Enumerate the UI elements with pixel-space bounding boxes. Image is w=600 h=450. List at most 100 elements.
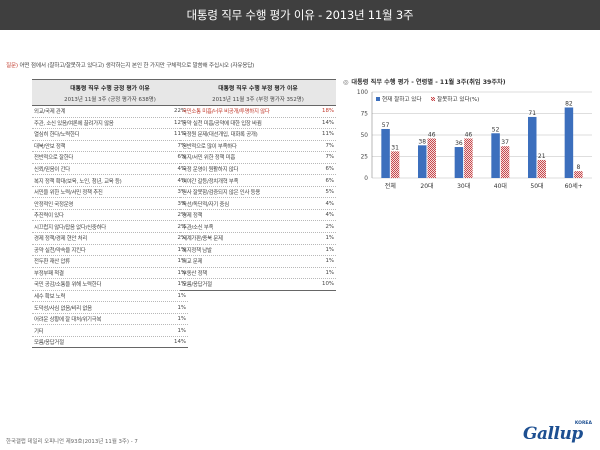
positive-reasons-table: 대통령 직무 수행 긍정 평가 이유 2013년 11월 3주 (긍정 평가자 … <box>32 79 188 349</box>
table-row: 주관, 소신 있음/여론에 끌려가지 않음 12% <box>32 118 188 130</box>
gallup-logo: KOREA Gallup <box>523 421 595 445</box>
page-title: 대통령 직무 수행 평가 이유 - 2013년 11월 3주 <box>0 0 600 30</box>
bar-approve <box>454 147 464 178</box>
row-value: 7% <box>177 142 186 149</box>
table-row: 주관/소신 부족 2% <box>180 221 336 234</box>
row-label: 열심히 한다/노력한다 <box>34 132 80 139</box>
row-value: 6% <box>325 166 334 172</box>
row-label: 경제 정책 <box>182 213 203 220</box>
data-label: 31 <box>391 144 399 151</box>
row-label: 주관, 소신 있음/여론에 끌려가지 않음 <box>34 120 114 127</box>
row-label: 모름/응답거절 <box>182 282 212 289</box>
row-label: 외교 문제 <box>182 259 203 266</box>
table-title: 대통령 직무 수행 부정 평가 이유 <box>218 85 298 92</box>
legend-swatch <box>431 97 435 101</box>
bar-approve <box>491 133 500 178</box>
row-label: 모름/응답거절 <box>34 340 64 347</box>
row-label: 여야간 갈등/정치개혁 부족 <box>182 178 239 185</box>
bar-approve <box>564 107 574 178</box>
row-value: 1% <box>177 293 186 300</box>
table-row: 공약 실천 미흡/공약에 대한 입장 바뀜 14% <box>180 118 336 130</box>
table-row: 인사 잘못함/검증되지 않은 인사 등용 5% <box>180 187 336 199</box>
row-value: 7% <box>325 154 334 161</box>
data-label: 57 <box>382 122 390 129</box>
row-label: 세수 확보 노력 <box>34 294 66 301</box>
row-value: 1% <box>177 327 186 334</box>
row-label: 대북/안보 정책 <box>34 143 66 150</box>
table-row: 대북/안보 정책 7% <box>32 141 188 153</box>
logo-main-text: Gallup <box>523 424 583 444</box>
legend-label: 잘못하고 있다(%) <box>437 95 479 103</box>
table-row: 추진력이 있다 2% <box>32 210 188 222</box>
logo-korea-text: KOREA <box>574 421 592 426</box>
row-value: 5% <box>325 189 334 196</box>
x-tick-label: 30대 <box>457 182 470 190</box>
row-label: 복지 정책 확대(보육, 노인, 청년, 교육 등) <box>34 178 122 185</box>
x-tick-label: 20대 <box>420 182 433 190</box>
row-label: 신뢰/믿음이 간다 <box>34 167 70 173</box>
row-label: 전두환 재산 압류 <box>34 259 70 266</box>
row-value: 12% <box>174 119 186 126</box>
row-label: 전반적으로 잘한다 <box>34 155 74 162</box>
circle-bullet-icon: ◎ <box>343 79 349 86</box>
table-row: 서민을 위한 노력/서민 정책 추진 3% <box>32 187 188 199</box>
row-label: 추진력이 있다 <box>34 213 64 220</box>
bar-approve <box>381 128 390 178</box>
row-label: 주관/소신 부족 <box>182 224 214 231</box>
negative-reasons-table: 대통령 직무 수행 부정 평가 이유 2013년 11월 3주 (부정 평가자 … <box>180 79 336 291</box>
row-value: 14% <box>174 339 186 346</box>
row-value: 6% <box>177 154 186 161</box>
row-label: 시끄럽지 않다/잡음 없다/신중하다 <box>34 224 106 231</box>
row-value: 4% <box>325 200 334 207</box>
table-row: 세계가판/종북 문제 1% <box>180 233 336 245</box>
table-row: 모름/응답거절 10% <box>180 279 336 291</box>
table-row: 여야간 갈등/정치개혁 부족 6% <box>180 175 336 187</box>
table-body: 외교/국제 관계 22% 주관, 소신 있음/여론에 끌려가지 않음 12% 열심히 한… <box>32 106 188 349</box>
data-label: 82 <box>565 100 573 107</box>
table-row: 어려운 상황에 잘 대처/위기극복 1% <box>32 314 188 326</box>
row-value: 1% <box>177 304 186 311</box>
table-row: 복지 정책 확대(보육, 노인, 청년, 교육 등) 4% <box>32 175 188 187</box>
row-label: 부동산 정책 <box>182 270 208 277</box>
table-subtitle: 2013년 11월 3주 (긍정 평가자 638명) <box>64 96 156 103</box>
table-row: 도덕성/사심 없음/비리 없음 1% <box>32 302 188 314</box>
row-value: 18% <box>322 108 334 115</box>
bar-disapprove <box>500 146 510 178</box>
row-label: 경제 정책/경제 현안 처리 <box>34 236 88 243</box>
row-value: 3% <box>177 200 186 207</box>
x-tick-label: 40대 <box>494 182 507 190</box>
data-label: 8 <box>577 164 581 171</box>
table-row: 공약 실천/약속을 지킨다 1% <box>32 245 188 257</box>
y-tick-label: 100 <box>357 90 368 96</box>
table-subtitle: 2013년 11월 3주 (부정 평가자 352명) <box>212 96 304 103</box>
table-row: 국정 운영이 원활하지 않다 6% <box>180 164 336 176</box>
row-value: 11% <box>174 131 186 138</box>
bar-disapprove <box>390 151 400 178</box>
row-label: 서민을 위한 노력/서민 정책 추진 <box>34 190 103 197</box>
question-body: 어떤 점에서 (잘하고/잘못하고 있다고) 생각하는지 본인 한 가지만 구체적… <box>17 63 255 69</box>
row-value: 7% <box>325 142 334 149</box>
row-value: 1% <box>325 258 334 265</box>
row-value: 2% <box>325 223 334 230</box>
row-label: 안정적인 국정운영 <box>34 201 74 208</box>
table-row: 복지정책 남발 1% <box>180 245 336 257</box>
chart-title-text: 대통령 직무 수행 평가 - 연령별 - 11월 3주(취임 39주차) <box>351 79 506 86</box>
row-value: 14% <box>322 119 334 126</box>
table-body: 국민소통 미흡/너무 비공개/투명하지 않다 18% 공약 실천 미흡/공약에 대한… <box>180 106 336 291</box>
row-label: 외교/국제 관계 <box>34 109 66 116</box>
table-row: 국정원 문제(대선개입, 대화록 공개) 11% <box>180 129 336 141</box>
data-label: 52 <box>492 126 500 133</box>
row-value: 1% <box>177 258 186 265</box>
row-value: 1% <box>325 246 334 253</box>
table-row: 부정부패 척결 1% <box>32 268 188 280</box>
data-label: 46 <box>428 131 436 138</box>
row-value: 3% <box>177 189 186 196</box>
bar-approve <box>418 145 427 178</box>
table-row: 세수 확보 노력 1% <box>32 291 188 303</box>
row-label: 전반적으로 많이 부족하다 <box>182 143 237 150</box>
legend-label: 현재 잘하고 있다 <box>382 95 422 103</box>
row-value: 1% <box>177 246 186 253</box>
data-label: 21 <box>538 153 546 160</box>
data-label: 38 <box>418 138 426 145</box>
